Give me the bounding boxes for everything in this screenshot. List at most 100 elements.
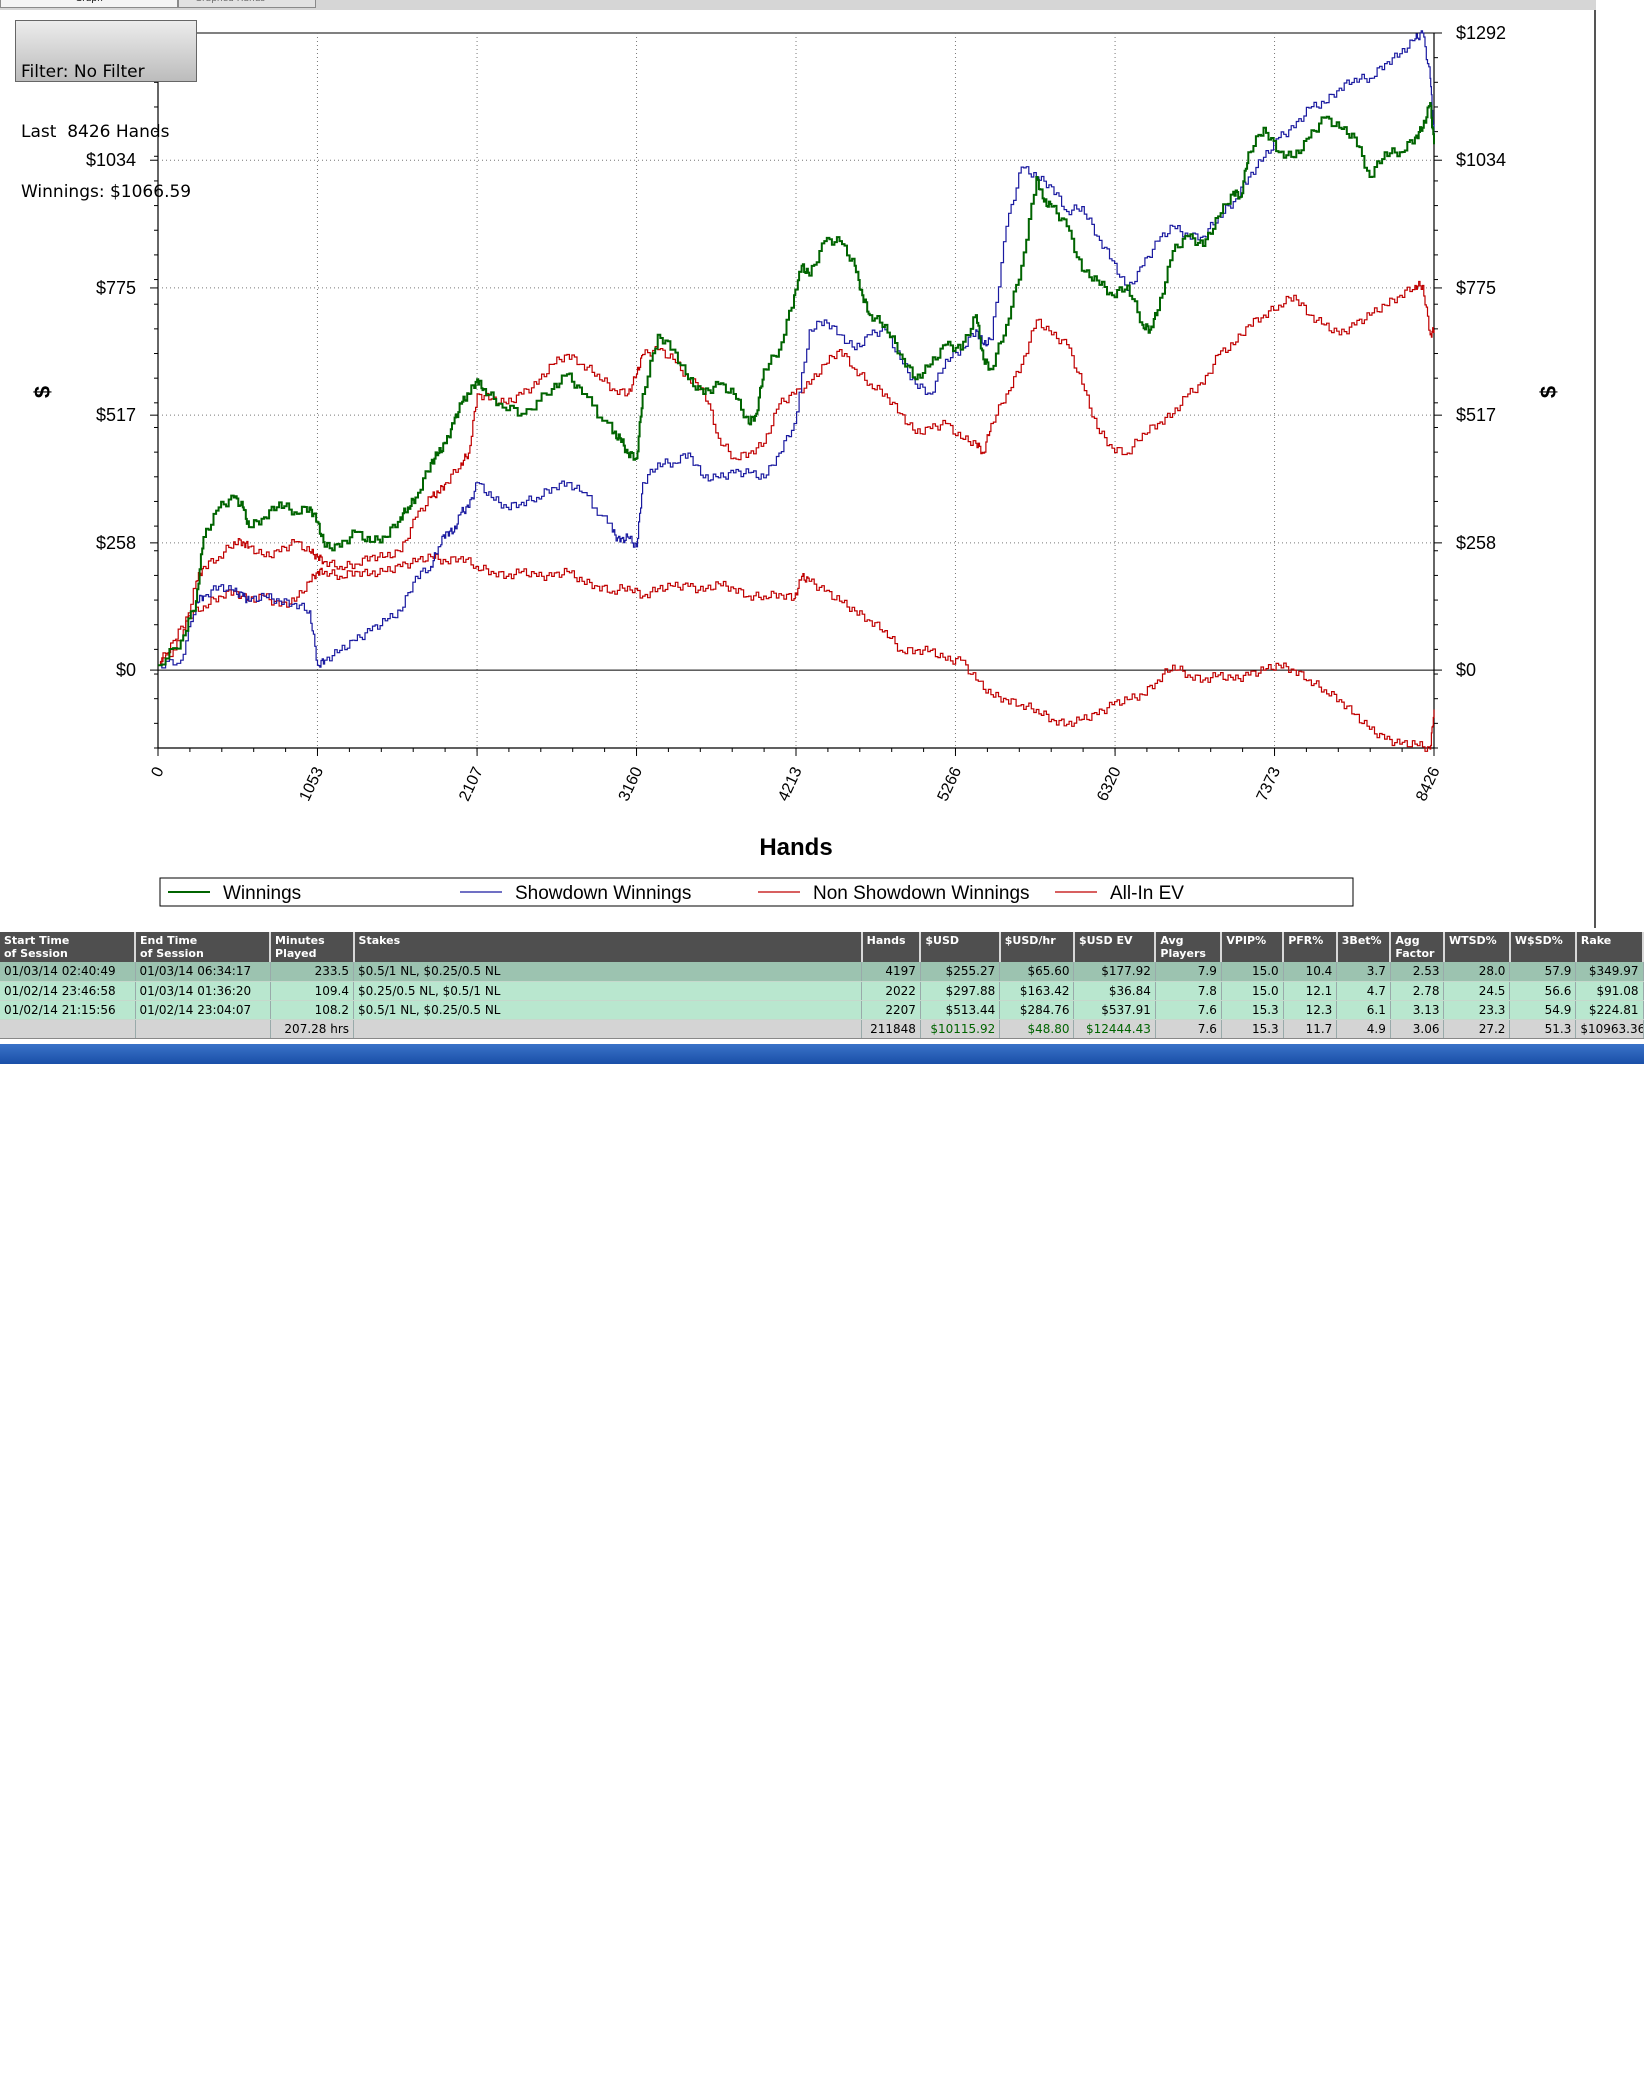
totals-cell: 51.3 xyxy=(1509,1019,1577,1039)
table-cell: 12.3 xyxy=(1283,1000,1338,1020)
x-tick-label: 4213 xyxy=(775,764,805,804)
table-row[interactable]: 01/02/14 21:15:56 01/02/14 23:04:07 108.2 $… xyxy=(0,1000,1644,1020)
table-cell: $163.42 xyxy=(999,981,1075,1001)
hands-count-label: Last 8426 Hands xyxy=(21,122,170,142)
totals-cell: $48.80 xyxy=(999,1019,1075,1039)
totals-cell: 4.9 xyxy=(1336,1019,1391,1039)
totals-cell: $10115.92 xyxy=(920,1019,1001,1039)
y-left-tick-label: $0 xyxy=(116,660,136,680)
y-left-tick-label: $258 xyxy=(96,533,136,553)
totals-cell: 15.3 xyxy=(1221,1019,1284,1039)
table-cell: 28.0 xyxy=(1443,962,1511,982)
table-cell: 2.53 xyxy=(1390,962,1445,982)
table-cell: $36.84 xyxy=(1073,981,1156,1001)
y-left-tick-label: $1034 xyxy=(86,150,136,170)
column-header[interactable]: Agg Factor xyxy=(1390,932,1445,962)
totals-cell: 211848 xyxy=(861,1019,921,1039)
table-row[interactable]: 01/03/14 02:40:49 01/03/14 06:34:17 233.5 $… xyxy=(0,962,1644,982)
splitter-handle[interactable]: ▾ ▪▪▪▪▪▪▪ ▾ xyxy=(831,2088,889,2098)
table-cell: 15.3 xyxy=(1221,1000,1284,1020)
table-cell: 01/03/14 06:34:17 xyxy=(135,962,271,982)
y-left-tick-label: $517 xyxy=(96,405,136,425)
winnings-label: Winnings: $1066.59 xyxy=(21,182,192,202)
table-cell: $513.44 xyxy=(920,1000,1001,1020)
column-header[interactable]: Start Time of Session xyxy=(0,932,137,962)
table-cell: $0.5/1 NL, $0.25/0.5 NL xyxy=(353,962,863,982)
tab-graphed-hands[interactable]: Graphed Hands xyxy=(178,0,316,8)
table-cell: 10.4 xyxy=(1283,962,1338,982)
table-cell: 01/03/14 02:40:49 xyxy=(0,962,136,982)
filter-label: Filter: No Filter xyxy=(21,62,145,82)
totals-cell: 3.06 xyxy=(1390,1019,1445,1039)
table-cell: $224.81 xyxy=(1575,1000,1644,1020)
table-cell: 01/02/14 23:46:58 xyxy=(0,981,136,1001)
totals-cell xyxy=(0,1019,136,1039)
column-header[interactable]: W$SD% xyxy=(1509,932,1577,962)
table-cell: 12.1 xyxy=(1283,981,1338,1001)
x-tick-label: 3160 xyxy=(616,764,646,804)
column-header[interactable]: $USD xyxy=(920,932,1001,962)
y-right-tick-label: $775 xyxy=(1456,278,1496,298)
series-line-all-in-ev xyxy=(158,280,1435,666)
table-cell: 7.8 xyxy=(1155,981,1222,1001)
totals-cell: 207.28 hrs xyxy=(270,1019,355,1039)
table-cell: $297.88 xyxy=(920,981,1001,1001)
table-cell: 2022 xyxy=(861,981,921,1001)
chart-panel xyxy=(0,10,1596,928)
table-cell: 54.9 xyxy=(1509,1000,1577,1020)
x-tick-label: 7373 xyxy=(1254,764,1284,804)
table-row[interactable]: 01/02/14 23:46:58 01/03/14 01:36:20 109.4 $… xyxy=(0,981,1644,1001)
x-tick-label: 2107 xyxy=(456,764,486,804)
column-header[interactable]: $USD/hr xyxy=(999,932,1075,962)
y-left-tick-label: $775 xyxy=(96,278,136,298)
totals-row: 207.28 hrs 211848 $10115.92 $48.80 $12444.43… xyxy=(0,1019,1644,1039)
series-line-winnings xyxy=(158,102,1435,667)
column-header[interactable]: Hands xyxy=(861,932,922,962)
table-cell: 15.0 xyxy=(1221,962,1284,982)
status-bar: ▾ ▪▪▪▪▪▪▪ ▾ xyxy=(0,1044,1644,2098)
totals-cell: 7.6 xyxy=(1155,1019,1222,1039)
column-header[interactable]: VPIP% xyxy=(1221,932,1285,962)
table-cell: $91.08 xyxy=(1575,981,1644,1001)
table-cell: $255.27 xyxy=(920,962,1001,982)
column-header[interactable]: Minutes Played xyxy=(270,932,355,962)
y-axis-label-right: $ xyxy=(1536,386,1561,398)
session-table-area: Start Time of Session End Time of Session… xyxy=(0,932,1644,1044)
table-cell: $0.25/0.5 NL, $0.5/1 NL xyxy=(353,981,863,1001)
y-axis-label-left: $ xyxy=(30,386,55,398)
column-header[interactable]: 3Bet% xyxy=(1336,932,1392,962)
totals-cell xyxy=(353,1019,863,1039)
table-cell: 57.9 xyxy=(1509,962,1577,982)
column-header[interactable]: PFR% xyxy=(1283,932,1338,962)
column-header[interactable]: WTSD% xyxy=(1443,932,1511,962)
table-cell: $0.5/1 NL, $0.25/0.5 NL xyxy=(353,1000,863,1020)
x-tick-label: 8426 xyxy=(1413,764,1443,804)
totals-cell xyxy=(135,1019,271,1039)
table-cell: 7.9 xyxy=(1155,962,1222,982)
legend-box xyxy=(159,877,1354,907)
table-cell: 109.4 xyxy=(270,981,355,1001)
column-header[interactable]: $USD EV xyxy=(1073,932,1157,962)
totals-cell: $12444.43 xyxy=(1073,1019,1156,1039)
column-header[interactable]: Stakes xyxy=(353,932,863,962)
right-panel-edge xyxy=(1596,0,1644,928)
winnings-chart: 0 1053 2107 3160 4213 5266 6320 7373 8426 $0 $0 $25… xyxy=(30,23,1561,907)
table-cell: 15.0 xyxy=(1221,981,1284,1001)
tab-graph[interactable]: Graph xyxy=(0,0,178,8)
table-cell: 233.5 xyxy=(270,962,355,982)
legend-label: Winnings xyxy=(223,883,301,904)
column-header[interactable]: End Time of Session xyxy=(135,932,272,962)
x-tick-label: 6320 xyxy=(1094,764,1124,804)
table-cell: 2207 xyxy=(861,1000,921,1020)
table-cell: $537.91 xyxy=(1073,1000,1156,1020)
legend-label: Showdown Winnings xyxy=(515,883,691,904)
legend-label: All-In EV xyxy=(1110,883,1184,904)
table-cell: $349.97 xyxy=(1575,962,1644,982)
y-right-tick-label: $0 xyxy=(1456,660,1476,680)
y-right-tick-label: $1292 xyxy=(1456,23,1506,43)
x-tick-label: 1053 xyxy=(297,764,327,804)
table-cell: 24.5 xyxy=(1443,981,1511,1001)
column-header[interactable]: Rake xyxy=(1575,932,1644,962)
column-header[interactable]: Avg Players xyxy=(1155,932,1223,962)
session-table: Start Time of Session End Time of Session… xyxy=(0,932,1644,1039)
